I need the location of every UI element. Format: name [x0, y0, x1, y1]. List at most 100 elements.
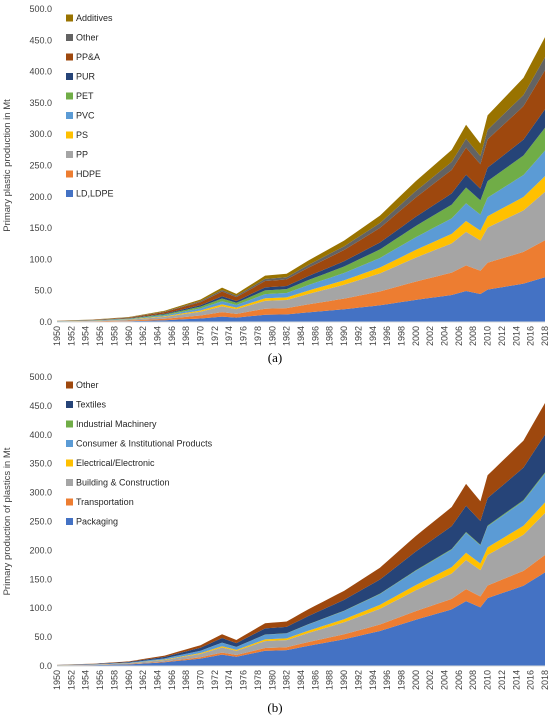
legend-swatch [66, 73, 73, 80]
chart-a: 0.0 50.0 100.0 150.0 200.0 250.0 300.0 350.0 400… [2, 4, 550, 365]
x-tick-label: 1972 [210, 326, 220, 346]
x-tick-label: 1966 [167, 326, 177, 346]
x-tick-label: 2002 [425, 326, 435, 346]
legend-label: Packaging [76, 517, 118, 527]
x-tick-label: 2014 [511, 670, 521, 690]
legend-label: PP&A [76, 52, 100, 62]
x-tick-label: 1990 [339, 326, 349, 346]
y-tick-label: 400.0 [29, 430, 52, 440]
x-tick-label: 2012 [497, 326, 507, 346]
chart-b: 0.0 50.0 100.0 150.0 200.0 250.0 300.0 350.0 400… [2, 372, 550, 715]
x-tick-label: 1974 [224, 670, 234, 690]
x-tick-label: 1964 [152, 326, 162, 346]
legend-swatch [66, 440, 73, 447]
x-tick-label: 1998 [396, 326, 406, 346]
x-tick-label: 1988 [325, 670, 335, 690]
y-tick-label: 50.0 [34, 286, 52, 296]
chart-caption: (a) [268, 350, 282, 365]
series-area-1 [57, 240, 545, 322]
y-tick-label: 350.0 [29, 459, 52, 469]
legend-swatch [66, 112, 73, 119]
x-tick-label: 2010 [483, 670, 493, 690]
x-tick-label: 1958 [109, 326, 119, 346]
x-tick-label: 1952 [66, 326, 76, 346]
legend-swatch [66, 518, 73, 525]
y-tick-label: 450.0 [29, 401, 52, 411]
y-tick-label: 300.0 [29, 129, 52, 139]
x-tick-label: 1960 [124, 326, 134, 346]
x-tick-label: 2018 [540, 326, 550, 346]
x-tick-label: 1984 [296, 670, 306, 690]
x-tick-label: 1976 [239, 326, 249, 346]
legend-label: PET [76, 91, 94, 101]
series-area-2 [57, 512, 545, 666]
legend-swatch [66, 401, 73, 408]
legend-label: PP [76, 150, 88, 160]
legend-swatch [66, 131, 73, 139]
x-tick-label: 2010 [483, 326, 493, 346]
y-tick-label: 150.0 [29, 223, 52, 233]
x-tick-label: 1966 [167, 670, 177, 690]
x-tick-label: 1954 [81, 670, 91, 690]
x-tick-label: 1952 [66, 670, 76, 690]
legend-swatch [66, 14, 73, 22]
series-area-6 [57, 434, 545, 666]
x-tick-label: 2018 [540, 670, 550, 690]
legend-label: Additives [76, 13, 113, 23]
y-tick-label: 350.0 [29, 98, 52, 108]
x-tick-label: 2006 [454, 326, 464, 346]
x-tick-label: 1998 [396, 670, 406, 690]
y-tick-label: 100.0 [29, 603, 52, 613]
y-tick-label: 500.0 [29, 4, 52, 14]
y-tick-label: 450.0 [29, 35, 52, 45]
y-tick-label: 200.0 [29, 192, 52, 202]
x-tick-label: 1950 [52, 670, 62, 690]
legend-label: LD,LDPE [76, 189, 114, 199]
x-tick-label: 2016 [526, 670, 536, 690]
series-area-1 [57, 555, 545, 666]
x-tick-label: 1962 [138, 326, 148, 346]
x-tick-label: 1980 [267, 326, 277, 346]
chart-caption: (b) [267, 700, 282, 715]
legend-swatch [66, 53, 73, 61]
x-tick-label: 2006 [454, 670, 464, 690]
x-tick-label: 1984 [296, 326, 306, 346]
legend-swatch [66, 498, 73, 506]
x-tick-label: 2000 [411, 326, 421, 346]
x-tick-label: 1980 [267, 670, 277, 690]
series-area-0 [57, 572, 545, 666]
x-tick-label: 1994 [368, 670, 378, 690]
y-tick-label: 250.0 [29, 161, 52, 171]
x-tick-label: 2014 [511, 326, 521, 346]
x-tick-label: 2012 [497, 670, 507, 690]
x-tick-label: 1968 [181, 326, 191, 346]
y-axis-title: Primary production of plastics in Mt [2, 447, 13, 595]
legend-label: PUR [76, 72, 96, 82]
series-area-7 [57, 70, 545, 322]
legend-label: Textiles [76, 400, 107, 410]
legend-label: Transportation [76, 497, 134, 507]
x-tick-label: 2008 [468, 326, 478, 346]
x-tick-label: 1974 [224, 326, 234, 346]
x-tick-label: 1992 [353, 670, 363, 690]
legend-label: PS [76, 130, 88, 140]
y-tick-label: 50.0 [34, 632, 52, 642]
legend-label: Industrial Machinery [76, 419, 157, 429]
x-tick-label: 1982 [282, 670, 292, 690]
y-axis-title: Primary plastic production in Mt [2, 99, 13, 232]
x-tick-label: 1950 [52, 326, 62, 346]
x-tick-label: 1982 [282, 326, 292, 346]
y-tick-label: 400.0 [29, 67, 52, 77]
legend-swatch [66, 34, 73, 41]
x-tick-label: 1954 [81, 326, 91, 346]
y-tick-label: 250.0 [29, 517, 52, 527]
x-tick-label: 2008 [468, 670, 478, 690]
y-tick-label: 0.0 [39, 317, 52, 327]
legend-label: PVC [76, 111, 95, 121]
x-tick-label: 1962 [138, 670, 148, 690]
x-tick-label: 1994 [368, 326, 378, 346]
x-tick-label: 1960 [124, 670, 134, 690]
legend-swatch [66, 459, 73, 467]
x-tick-label: 1970 [196, 670, 206, 690]
